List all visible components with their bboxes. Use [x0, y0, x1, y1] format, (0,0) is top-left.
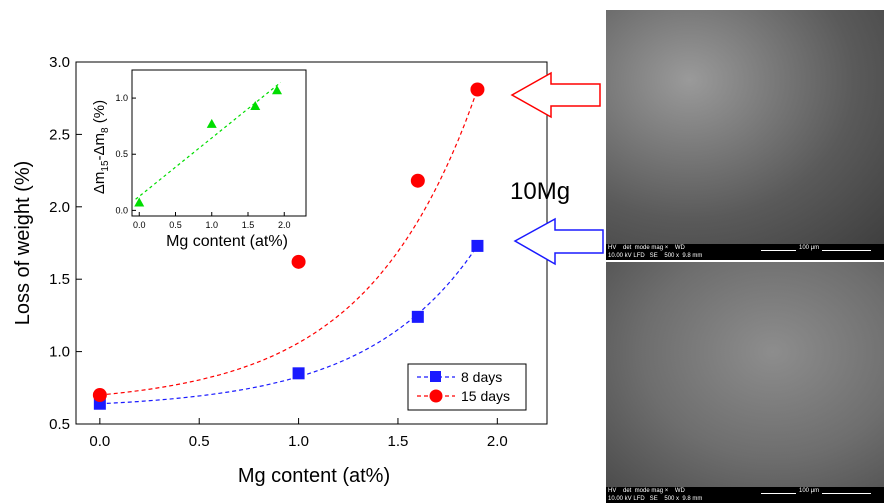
point-8-days	[471, 239, 484, 252]
inset-x-axis-label: Mg content (at%)	[166, 233, 288, 250]
blue-arrow-icon	[513, 217, 604, 266]
sem-image-top: HV det mode mag × WD 10.00 kV LFD SE 500…	[606, 10, 884, 260]
y-tick-label: 2.0	[49, 199, 70, 216]
x-tick-label: 0.5	[189, 433, 210, 450]
inset-y-tick-label: 0.5	[115, 149, 128, 159]
x-tick-label: 2.0	[487, 433, 508, 450]
x-tick-label: 0.0	[89, 433, 110, 450]
inset-x-tick-label: 2.0	[278, 220, 291, 230]
sem-meta-values: 10.00 kV LFD SE 500 x 9.8 mm	[608, 496, 703, 502]
y-tick-label: 1.0	[49, 344, 70, 361]
inset-fit-line	[135, 81, 282, 200]
sem-image-bottom: HV det mode mag × WD 10.00 kV LFD SE 500…	[606, 262, 884, 503]
point-8-days	[292, 367, 305, 380]
legend: 8 days 15 days	[407, 363, 527, 411]
y-tick-label: 2.5	[49, 126, 70, 143]
sem-meta-header: HV det mode mag × WD	[608, 245, 685, 251]
main-ticks: 0.0 0.5 1.0 1.5 2.0 0.5 1.0 1.5 2.0 2.5 3.0	[49, 54, 508, 450]
sem-meta-header: HV det mode mag × WD	[608, 488, 685, 494]
sem-info-bar-top: HV det mode mag × WD 10.00 kV LFD SE 500…	[606, 244, 884, 260]
inset-y-axis-label: Δm15-Δm8 (%)	[91, 100, 111, 194]
inset-point	[206, 118, 217, 128]
inset-x-tick-label: 0.5	[169, 220, 182, 230]
y-tick-label: 1.5	[49, 271, 70, 288]
inset-point	[134, 197, 145, 207]
point-15-days	[410, 173, 425, 188]
red-arrow-icon	[510, 71, 601, 119]
fit-curve-15-days	[99, 89, 478, 396]
legend-label-15-days: 15 days	[461, 388, 510, 404]
inset-y-tick-label: 1.0	[115, 93, 128, 103]
inset-ticks: 0.0 0.5 1.0 1.5 2.0 0.0 0.5 1.0	[115, 93, 290, 230]
scale-bar-label: 100 μm	[796, 244, 823, 252]
inset-x-tick-label: 0.0	[133, 220, 146, 230]
sem-info-bar-bottom: HV det mode mag × WD 10.00 kV LFD SE 500…	[606, 487, 884, 503]
point-15-days	[291, 254, 306, 269]
inset-plot-frame	[131, 69, 307, 217]
x-tick-label: 1.0	[288, 433, 309, 450]
x-tick-label: 1.5	[388, 433, 409, 450]
inset-x-tick-label: 1.5	[242, 220, 255, 230]
y-tick-label: 0.5	[49, 416, 70, 433]
scale-bar-label: 100 μm	[796, 487, 823, 495]
y-tick-label: 3.0	[49, 54, 70, 71]
inset-data-points	[134, 85, 282, 207]
legend-box	[407, 363, 527, 411]
sem-meta-values: 10.00 kV LFD SE 500 x 9.8 mm	[608, 253, 703, 259]
sample-label-10mg: 10Mg	[510, 178, 570, 205]
inset-point	[250, 100, 261, 110]
inset-y-tick-label: 0.0	[115, 205, 128, 215]
sem-micrograph-bottom	[606, 262, 884, 487]
sem-micrograph-top	[606, 10, 884, 244]
legend-label-8-days: 8 days	[461, 369, 502, 385]
main-data-points	[92, 82, 485, 410]
y-axis-label: Loss of weight (%)	[12, 161, 34, 326]
point-8-days	[411, 310, 424, 323]
point-15-days	[470, 82, 485, 97]
inset-point	[272, 85, 282, 95]
legend-marker-15-days	[429, 389, 443, 403]
x-axis-label: Mg content (at%)	[238, 465, 390, 487]
inset-x-tick-label: 1.0	[205, 220, 218, 230]
point-15-days	[92, 388, 107, 403]
legend-marker-8-days	[430, 371, 441, 382]
